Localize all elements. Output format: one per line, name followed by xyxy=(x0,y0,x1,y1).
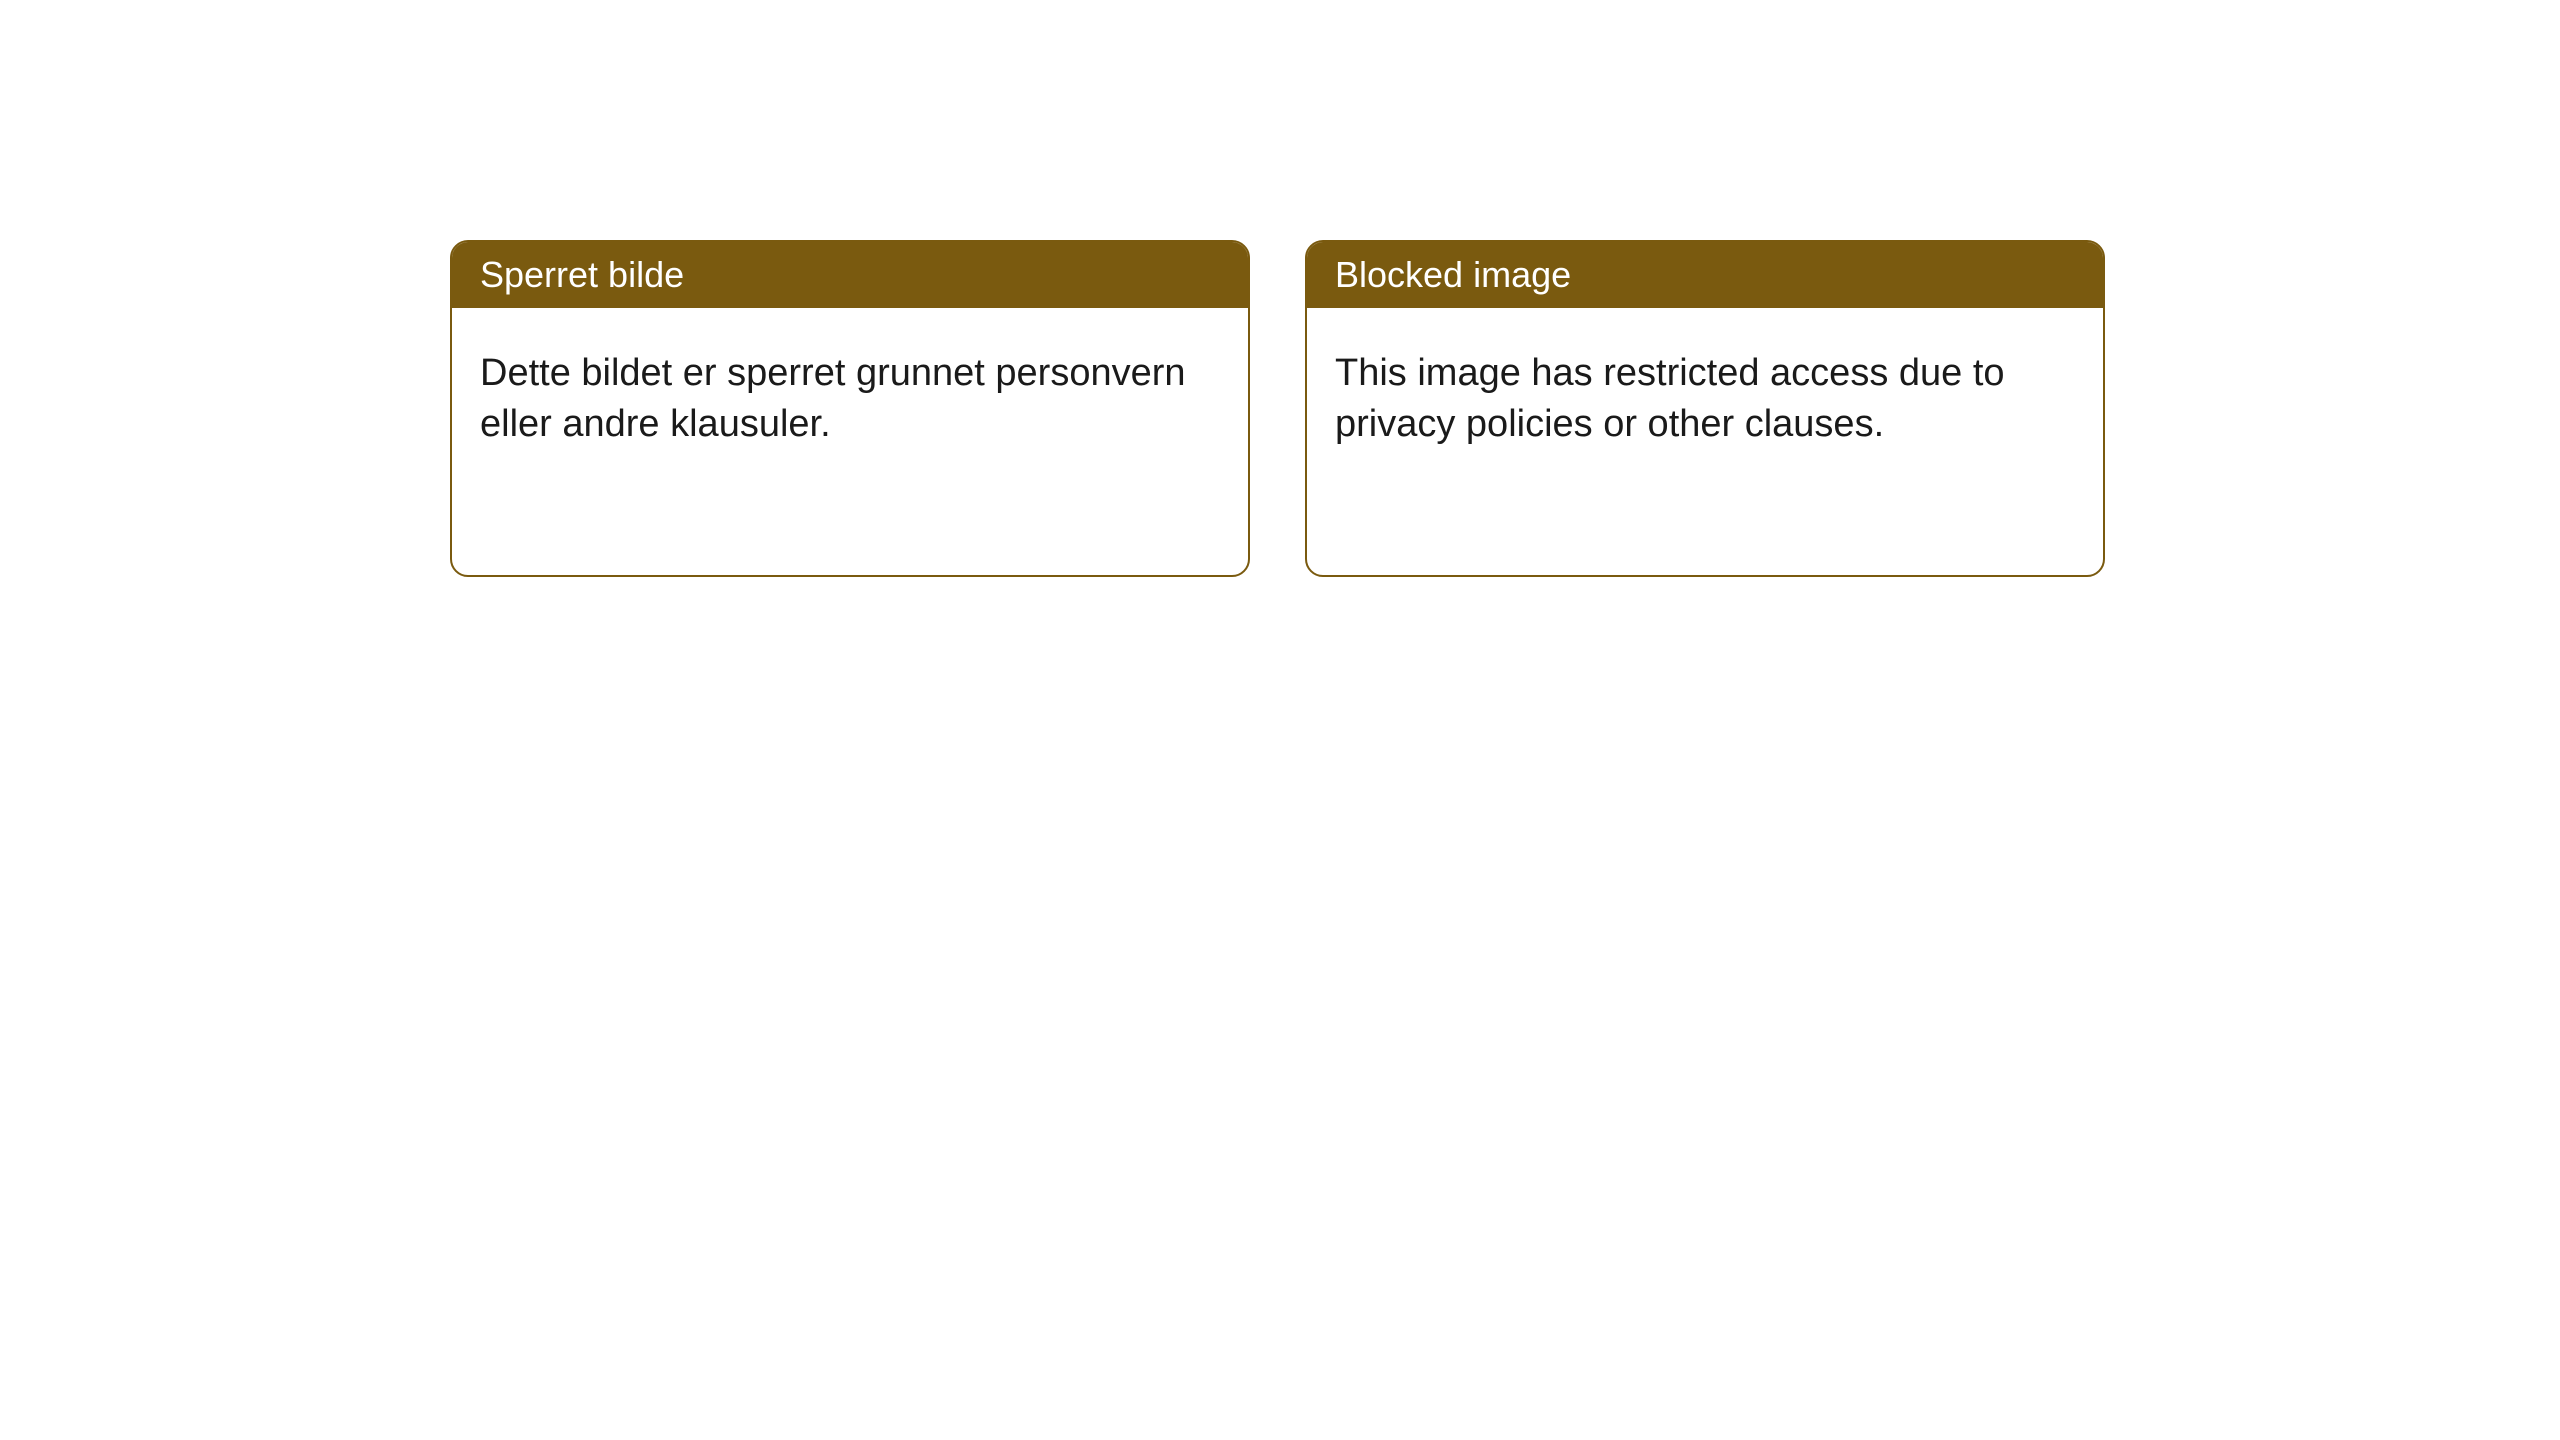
panel-header-norwegian: Sperret bilde xyxy=(452,242,1248,308)
panel-body-norwegian: Dette bildet er sperret grunnet personve… xyxy=(452,308,1248,491)
panel-body-text: This image has restricted access due to … xyxy=(1335,352,2005,445)
panel-body-english: This image has restricted access due to … xyxy=(1307,308,2103,491)
panel-norwegian: Sperret bilde Dette bildet er sperret gr… xyxy=(450,240,1250,577)
panel-title: Sperret bilde xyxy=(480,254,684,295)
panel-body-text: Dette bildet er sperret grunnet personve… xyxy=(480,352,1186,445)
panels-container: Sperret bilde Dette bildet er sperret gr… xyxy=(450,240,2105,577)
panel-header-english: Blocked image xyxy=(1307,242,2103,308)
panel-title: Blocked image xyxy=(1335,254,1571,295)
panel-english: Blocked image This image has restricted … xyxy=(1305,240,2105,577)
